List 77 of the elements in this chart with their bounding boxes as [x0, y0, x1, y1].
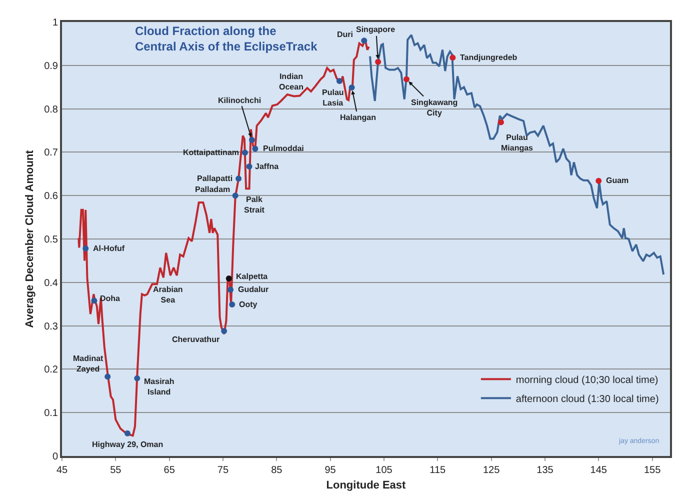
- x-tick-label: 45: [56, 465, 68, 476]
- annotation: Pallapatti: [197, 174, 233, 183]
- annotation: Halangan: [340, 113, 376, 122]
- point: [134, 375, 140, 382]
- point: [596, 178, 602, 184]
- x-tick-label: 145: [590, 465, 608, 476]
- point: [361, 38, 368, 44]
- legend-label: morning cloud (10;30 local time): [516, 375, 658, 386]
- x-tick-label: 55: [110, 465, 122, 476]
- point: [226, 275, 232, 282]
- y-axis-title: Average December Cloud Amount: [24, 150, 36, 328]
- point: [242, 150, 248, 156]
- annotation: Kilinochchi: [218, 96, 262, 105]
- y-tick-label: 0.9: [44, 60, 58, 72]
- y-tick-label: 0.3: [44, 321, 58, 332]
- y-tick-label: 0.5: [44, 234, 58, 246]
- annotation: Guam: [606, 176, 629, 185]
- annotation: Kottaipattinam: [183, 148, 239, 157]
- point: [375, 58, 382, 65]
- point: [228, 286, 234, 293]
- annotation: Pulmoddai: [263, 144, 304, 153]
- annotation: Palk Strait: [244, 195, 265, 214]
- x-tick-label: 115: [430, 465, 446, 476]
- point: [221, 328, 228, 334]
- x-axis-title: Longitude East: [326, 480, 406, 492]
- point: [82, 246, 89, 252]
- y-tick-label: 1: [52, 18, 58, 28]
- point: [232, 192, 238, 199]
- y-tick-label: 0.4: [44, 278, 58, 289]
- annotation: Jaffna: [255, 162, 280, 171]
- y-tick-label: 0.1: [44, 408, 58, 420]
- annotation: Highway 29, Oman: [92, 440, 164, 449]
- annotation: Cheruvathur: [172, 335, 220, 344]
- annotation: Palladam: [195, 185, 230, 194]
- x-tick-label: 105: [376, 465, 393, 476]
- x-tick-label: 75: [217, 465, 229, 476]
- x-tick-label: 125: [482, 465, 500, 476]
- point: [246, 164, 252, 170]
- x-tick-label: 95: [324, 465, 336, 476]
- annotation: Indian Ocean: [279, 72, 304, 92]
- annotation: Tandjungredeb: [460, 53, 518, 62]
- annotation: Madinat Zayed: [73, 354, 104, 374]
- x-tick-label: 85: [271, 465, 283, 476]
- annotation: Al-Hofuf: [93, 244, 125, 253]
- point: [404, 76, 410, 82]
- annotation: Kalpetta: [236, 272, 268, 281]
- x-tick-label: 135: [536, 465, 554, 476]
- point: [498, 119, 504, 126]
- annotation: Pulau Miangas: [501, 133, 534, 152]
- point: [348, 84, 355, 91]
- point: [450, 54, 456, 61]
- y-tick-label: 0.6: [44, 191, 58, 202]
- annotation: Arabian Sea: [153, 285, 183, 304]
- point: [229, 302, 236, 308]
- annotation: Singapore: [356, 25, 396, 34]
- annotation: Ooty: [239, 300, 258, 309]
- y-tick-label: 0.7: [44, 148, 58, 159]
- y-tick-label: 0: [52, 452, 58, 462]
- annotation: Pulau Lasia: [322, 88, 344, 108]
- annotation: Masirah Island: [144, 377, 174, 396]
- annotation: Doha: [100, 294, 121, 303]
- y-tick-label: 0.2: [44, 364, 58, 376]
- annotation: Duri: [337, 30, 353, 39]
- text: Cloud Fraction along the Central Axis of the EclipseTrack: [134, 24, 318, 54]
- point: [236, 176, 242, 182]
- y-tick-label: 0.8: [44, 104, 58, 116]
- legend-label: afternoon cloud (1:30 local time): [516, 394, 659, 405]
- point: [91, 298, 98, 304]
- point: [336, 78, 342, 84]
- point: [124, 430, 130, 436]
- annotation: Gudalur: [238, 285, 269, 294]
- point: [104, 374, 111, 380]
- point: [252, 146, 258, 152]
- annotation: Singkawang City: [411, 98, 458, 118]
- point: [248, 137, 255, 144]
- x-tick-label: 65: [164, 465, 176, 476]
- x-tick-label: 155: [644, 465, 662, 476]
